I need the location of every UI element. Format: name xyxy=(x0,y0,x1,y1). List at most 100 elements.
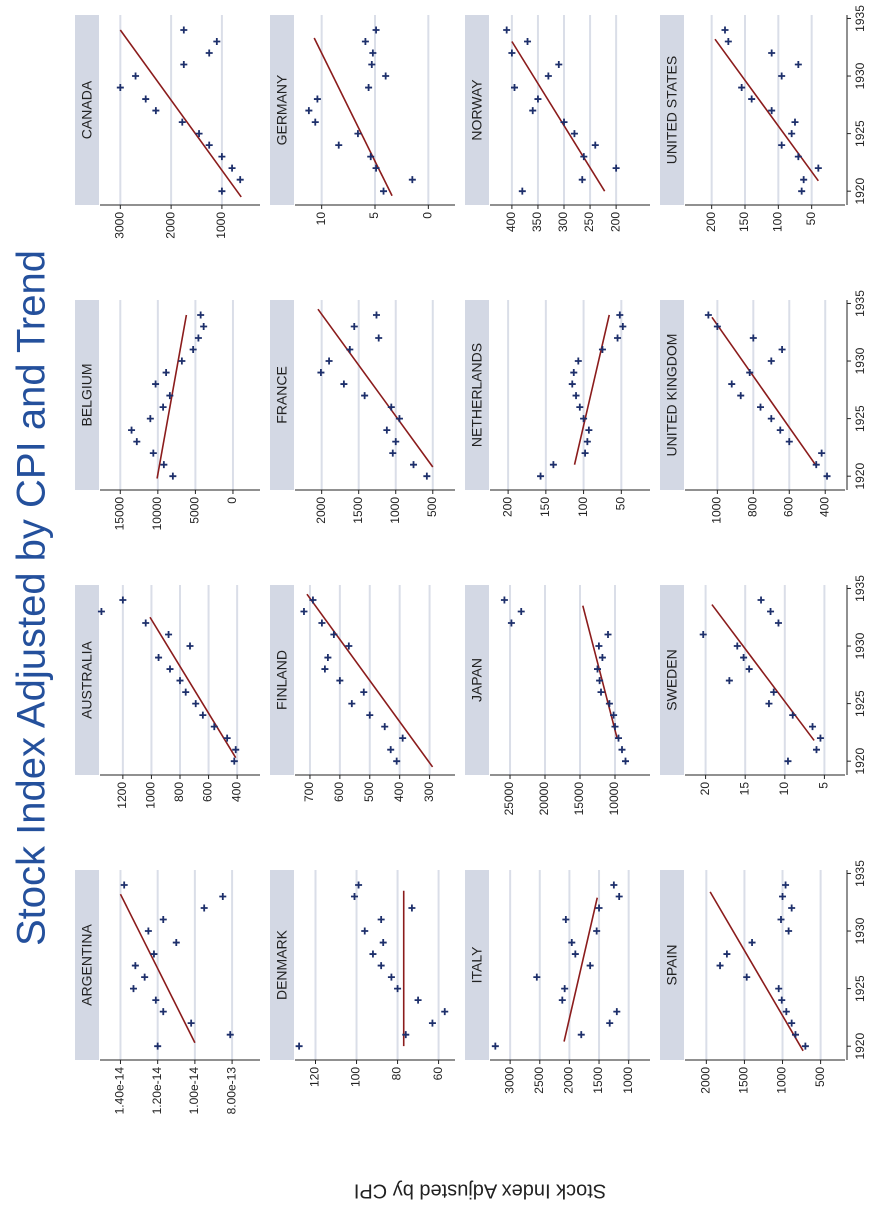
y-tick-label: 200 xyxy=(500,497,514,517)
point xyxy=(159,916,167,924)
y-tick-label: 100 xyxy=(771,212,785,232)
y-tick-label: 150 xyxy=(737,212,751,232)
strip xyxy=(75,15,99,205)
point xyxy=(517,607,525,615)
point xyxy=(361,392,369,400)
point xyxy=(150,950,158,958)
x-tick-label: 1930 xyxy=(853,62,867,89)
panel-title: FINLAND xyxy=(274,650,290,710)
point xyxy=(180,61,188,69)
point xyxy=(368,61,376,69)
y-tick-label: 80 xyxy=(390,1067,404,1081)
panel-title: ITALY xyxy=(469,946,485,983)
point xyxy=(324,654,332,662)
point xyxy=(723,950,731,958)
point xyxy=(408,904,416,912)
point xyxy=(152,380,160,388)
panel-title: BELGIUM xyxy=(79,363,95,426)
point xyxy=(738,84,746,92)
trend-line xyxy=(563,897,599,1042)
point xyxy=(605,700,613,708)
point xyxy=(387,746,395,754)
strip xyxy=(660,15,684,205)
y-tick-label: 20 xyxy=(698,782,712,796)
point xyxy=(593,927,601,935)
point xyxy=(740,654,748,662)
y-tick-label: 20000 xyxy=(537,782,551,816)
point xyxy=(346,346,354,354)
point xyxy=(309,596,317,604)
y-tick-label: 400 xyxy=(504,212,518,232)
point xyxy=(571,950,579,958)
x-tick-label: 1920 xyxy=(853,178,867,205)
point xyxy=(777,916,785,924)
point xyxy=(500,596,508,604)
y-tick-label: 2000 xyxy=(314,497,328,524)
point xyxy=(510,84,518,92)
point xyxy=(142,95,150,103)
point xyxy=(97,607,105,615)
y-tick-label: 600 xyxy=(201,782,215,802)
strip xyxy=(270,585,294,775)
point xyxy=(402,1031,410,1039)
x-tick-label: 1925 xyxy=(853,975,867,1002)
point xyxy=(784,757,792,765)
point xyxy=(782,881,790,889)
point xyxy=(223,734,231,742)
point xyxy=(570,369,578,377)
point xyxy=(816,734,824,742)
x-tick-label: 1925 xyxy=(853,405,867,432)
point xyxy=(152,996,160,1004)
point xyxy=(778,996,786,1004)
point xyxy=(555,61,563,69)
point xyxy=(794,61,802,69)
point xyxy=(768,49,776,57)
point xyxy=(166,392,174,400)
strip xyxy=(270,15,294,205)
y-tick-label: 1.40e-14 xyxy=(113,1067,127,1115)
strip xyxy=(75,300,99,490)
panel-title: ARGENTINA xyxy=(79,924,95,1006)
y-tick-label: 100 xyxy=(576,497,590,517)
point xyxy=(162,369,170,377)
y-tick-label: 300 xyxy=(556,212,570,232)
y-tick-label: 1200 xyxy=(115,782,129,809)
trend-line xyxy=(711,316,817,467)
point xyxy=(192,700,200,708)
strip xyxy=(270,870,294,1060)
y-tick-label: 5 xyxy=(367,212,381,219)
point xyxy=(330,631,338,639)
point xyxy=(381,723,389,731)
point xyxy=(595,642,603,650)
strip xyxy=(465,300,489,490)
x-tick-label: 1920 xyxy=(853,463,867,490)
point xyxy=(205,141,213,149)
y-tick-label: 0 xyxy=(421,212,435,219)
point xyxy=(598,654,606,662)
point xyxy=(728,380,736,388)
point xyxy=(379,939,387,947)
point xyxy=(380,187,388,195)
point xyxy=(360,688,368,696)
y-tick-label: 10 xyxy=(314,212,328,226)
panel-title: CANADA xyxy=(79,80,95,139)
y-tick-label: 60 xyxy=(431,1067,445,1081)
point xyxy=(794,153,802,161)
point xyxy=(392,438,400,446)
x-tick-label: 1920 xyxy=(853,748,867,775)
point xyxy=(537,472,545,480)
point xyxy=(325,357,333,365)
point xyxy=(116,84,124,92)
point xyxy=(165,631,173,639)
point xyxy=(778,72,786,80)
y-tick-label: 500 xyxy=(362,782,376,802)
panel-title: SWEDEN xyxy=(664,649,680,710)
y-tick-label: 15000 xyxy=(112,497,126,531)
y-tick-label: 50 xyxy=(613,497,627,511)
point xyxy=(503,26,511,34)
point xyxy=(529,107,537,115)
point xyxy=(372,311,380,319)
point xyxy=(577,1031,585,1039)
panel-title: DENMARK xyxy=(274,929,290,1000)
y-tick-label: 400 xyxy=(229,782,243,802)
